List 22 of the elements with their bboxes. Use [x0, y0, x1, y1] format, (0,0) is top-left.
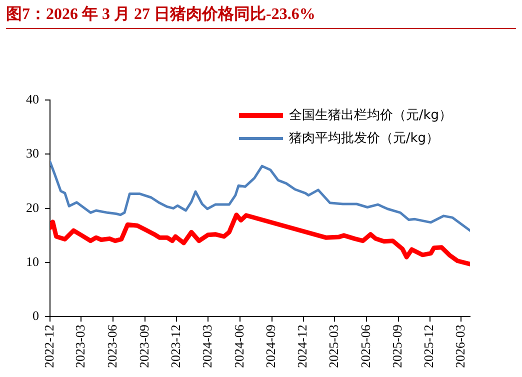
- y-tick-label: 40: [26, 91, 39, 106]
- x-tick-label: 2022-12: [41, 324, 56, 368]
- x-tick-label: 2024-09: [263, 324, 278, 368]
- legend-label: 猪肉平均批发价（元/kg）: [288, 130, 439, 147]
- legend-label: 全国生猪出栏均价（元/kg）: [288, 107, 452, 124]
- x-tick-label: 2026-03: [452, 324, 468, 368]
- y-tick-label: 0: [32, 308, 39, 324]
- x-tick-label: 2025-09: [390, 324, 405, 368]
- x-tick-label: 2023-03: [72, 324, 88, 368]
- x-tick-label: 2023-12: [168, 324, 183, 368]
- x-tick-label: 2025-03: [326, 324, 341, 368]
- x-tick-label: 2024-03: [199, 324, 214, 368]
- x-tick-label: 2024-06: [231, 324, 246, 368]
- x-tick-label: 2024-12: [294, 324, 310, 368]
- x-tick-label: 2023-06: [104, 324, 120, 368]
- x-tick-label: 2025-06: [358, 324, 373, 368]
- chart-title: 图7：2026 年 3 月 27 日猪肉价格同比-23.6%: [6, 4, 516, 29]
- y-tick-label: 10: [26, 254, 39, 269]
- y-tick-label: 30: [26, 146, 39, 161]
- y-tick-label: 20: [26, 200, 39, 215]
- x-tick-label: 2025-12: [421, 324, 436, 368]
- x-tick-label: 2023-09: [136, 324, 152, 368]
